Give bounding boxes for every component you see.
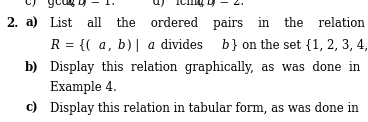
Text: ) |: ) | — [127, 39, 144, 52]
Text: ,: , — [72, 0, 79, 8]
Text: Example 4.: Example 4. — [50, 81, 116, 95]
Text: Display  this  relation  graphically,  as  was  done  in: Display this relation graphically, as wa… — [50, 61, 360, 74]
Text: List    all    the    ordered    pairs    in    the    relation: List all the ordered pairs in the relati… — [50, 17, 365, 30]
Text: R: R — [50, 39, 59, 52]
Text: ) = 1.          d)   lcm(: ) = 1. d) lcm( — [82, 0, 202, 8]
Text: c)   gcd(: c) gcd( — [25, 0, 74, 8]
Text: b: b — [221, 39, 229, 52]
Text: a: a — [67, 0, 74, 8]
Text: divides: divides — [157, 39, 207, 52]
Text: a): a) — [25, 17, 38, 30]
Text: a: a — [99, 39, 106, 52]
Text: ,: , — [108, 39, 116, 52]
Text: = {(: = {( — [61, 39, 91, 52]
Text: b: b — [206, 0, 213, 8]
Text: a: a — [196, 0, 203, 8]
Text: ,: , — [201, 0, 208, 8]
Text: Display this relation in tabular form, as was done in: Display this relation in tabular form, a… — [50, 102, 358, 115]
Text: 2.: 2. — [6, 17, 18, 30]
Text: b: b — [77, 0, 85, 8]
Text: a: a — [148, 39, 155, 52]
Text: b: b — [118, 39, 125, 52]
Text: } on the set {1, 2, 3, 4, 5, 6}.: } on the set {1, 2, 3, 4, 5, 6}. — [231, 39, 368, 52]
Text: b): b) — [25, 61, 39, 74]
Text: ) = 2.: ) = 2. — [211, 0, 244, 8]
Text: c): c) — [25, 102, 38, 115]
